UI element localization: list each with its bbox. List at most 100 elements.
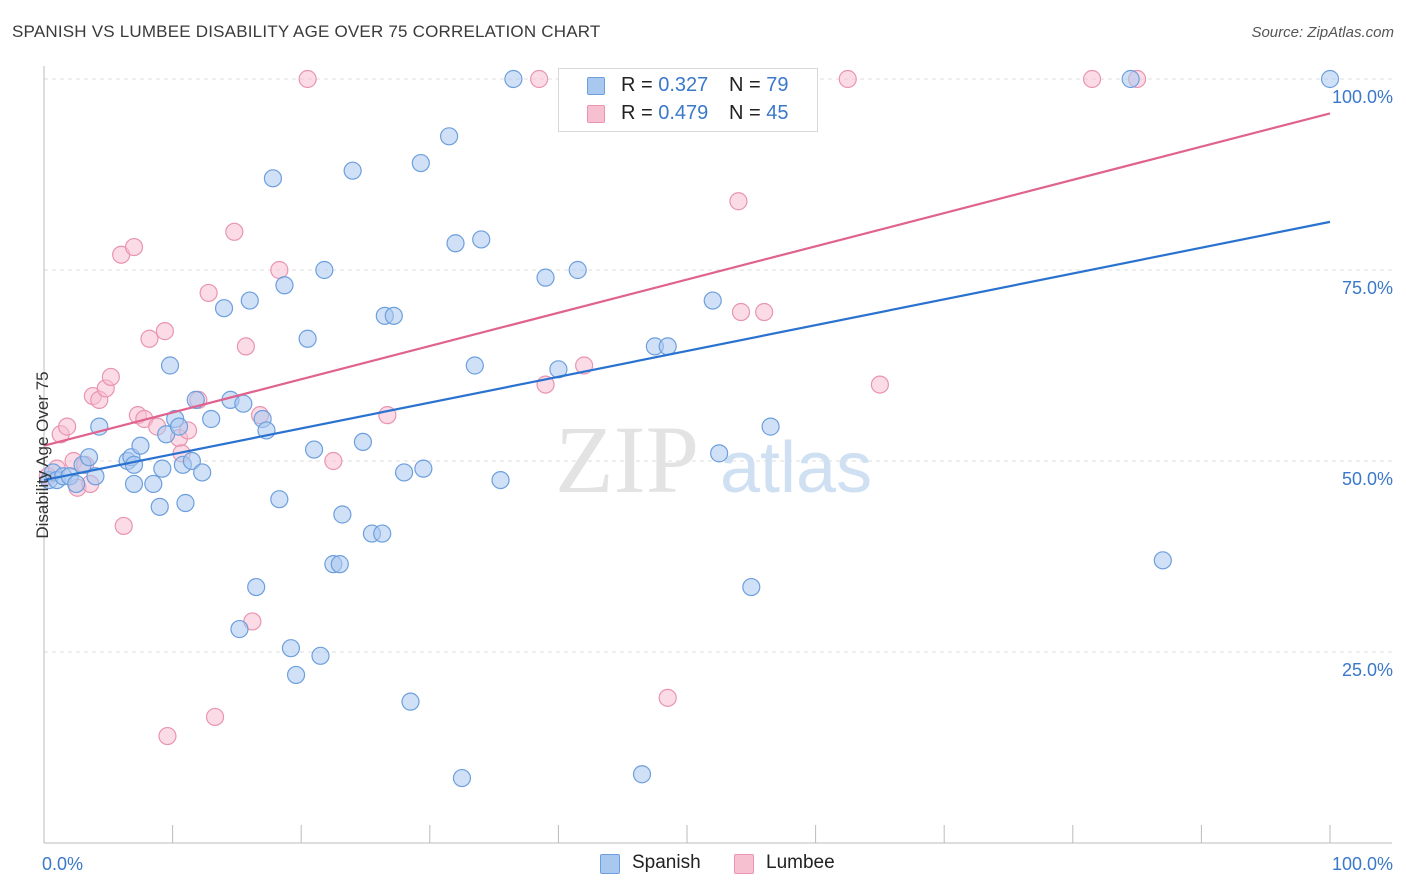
- spanish-point: [1320, 69, 1340, 89]
- lumbee-point: [225, 222, 244, 241]
- legend-swatch-lumbee: [587, 105, 605, 123]
- lumbee-point: [114, 516, 133, 536]
- spanish-point: [394, 463, 414, 482]
- lumbee-point: [658, 688, 677, 707]
- spanish-point: [411, 153, 430, 173]
- x-tick-label: 0.0%: [42, 854, 83, 874]
- spanish-point: [67, 474, 86, 494]
- y-axis-label: Disability Age Over 75: [33, 371, 52, 539]
- legend-row-lumbee: R = 0.479 N = 45: [559, 100, 817, 128]
- spanish-point: [186, 390, 205, 409]
- lumbee-point: [298, 69, 317, 89]
- watermark: ZIP atlas: [555, 406, 872, 513]
- spanish-point: [439, 127, 459, 146]
- legend-row-spanish: R = 0.327 N = 79: [559, 72, 817, 100]
- spanish-point: [384, 306, 403, 325]
- spanish-point: [658, 337, 677, 356]
- spanish-point: [270, 490, 289, 509]
- lumbee-point: [324, 451, 343, 471]
- spanish-point: [79, 448, 99, 467]
- lumbee-point: [731, 302, 751, 322]
- spanish-point: [632, 765, 652, 784]
- spanish-point: [330, 555, 349, 574]
- spanish-point: [86, 467, 105, 486]
- spanish-point: [568, 260, 587, 280]
- spanish-point: [353, 432, 373, 451]
- legend-r-lumbee: R = 0.479: [621, 102, 709, 124]
- spanish-point: [193, 463, 212, 482]
- bottom-legend-swatch-lumbee: [734, 854, 754, 874]
- bottom-legend-label-lumbee: Lumbee: [766, 852, 835, 873]
- spanish-point: [742, 577, 761, 597]
- spanish-point: [124, 474, 144, 494]
- spanish-point: [124, 455, 144, 474]
- trend-lines: [43, 112, 1331, 482]
- spanish-point: [281, 639, 301, 658]
- spanish-point: [315, 260, 334, 280]
- legend-n-spanish: N = 79: [729, 74, 789, 96]
- source-label: Source: ZipAtlas.com: [1251, 24, 1394, 41]
- lumbee-point: [124, 237, 144, 257]
- legend-r-spanish: R = 0.327: [621, 74, 709, 96]
- lumbee-point: [530, 69, 549, 89]
- spanish-point: [710, 444, 729, 463]
- spanish-point: [182, 451, 201, 471]
- spanish-point: [144, 474, 163, 494]
- spanish-trend-line: [43, 220, 1331, 482]
- spanish-point: [373, 524, 392, 543]
- spanish-point: [202, 409, 221, 429]
- x-tick-label: 100.0%: [1332, 854, 1393, 874]
- spanish-point: [286, 665, 306, 685]
- lumbee-point: [199, 283, 218, 303]
- spanish-point: [304, 440, 324, 459]
- lumbee-point: [838, 69, 857, 89]
- spanish-point: [761, 417, 780, 436]
- spanish-point: [160, 356, 180, 375]
- spanish-point: [169, 417, 189, 436]
- y-tick-label: 100.0%: [1332, 87, 1393, 107]
- lumbee-point: [58, 417, 77, 436]
- spanish-point: [247, 577, 266, 597]
- spanish-point: [703, 291, 722, 310]
- axes: [43, 66, 1392, 844]
- lumbee-point: [729, 192, 748, 211]
- spanish-point: [491, 471, 510, 490]
- spanish-point: [150, 497, 169, 516]
- spanish-point: [343, 161, 362, 180]
- lumbee-point: [1082, 69, 1102, 89]
- tick-labels: 25.0% 50.0% 75.0% 100.0% 0.0% 100.0%: [42, 87, 1393, 874]
- lumbee-point: [140, 329, 159, 348]
- spanish-point: [472, 230, 491, 249]
- spanish-point: [536, 268, 555, 287]
- spanish-point: [333, 505, 352, 524]
- lumbee-point: [870, 375, 890, 394]
- correlation-legend: R = 0.327 N = 79 R = 0.479 N = 45: [558, 68, 818, 132]
- spanish-point: [1121, 69, 1140, 89]
- lumbee-point: [236, 337, 256, 356]
- spanish-point: [1153, 551, 1172, 570]
- spanish-point: [504, 69, 523, 89]
- spanish-point: [153, 459, 172, 478]
- watermark-zip: ZIP: [555, 406, 699, 513]
- y-tick-label: 75.0%: [1342, 278, 1393, 298]
- lumbee-point: [205, 707, 225, 727]
- spanish-point: [234, 394, 253, 413]
- spanish-point: [176, 493, 195, 513]
- spanish-point: [311, 646, 330, 665]
- spanish-point: [414, 459, 433, 478]
- lumbee-point: [270, 260, 289, 280]
- legend-n-lumbee: N = 45: [729, 102, 789, 124]
- y-tick-label: 50.0%: [1342, 469, 1393, 489]
- chart-title: SPANISH VS LUMBEE DISABILITY AGE OVER 75…: [12, 22, 601, 41]
- spanish-point: [401, 692, 420, 711]
- lumbee-trend-line: [43, 112, 1331, 447]
- lumbee-point: [155, 322, 174, 341]
- spanish-point: [230, 619, 249, 639]
- spanish-point: [240, 291, 259, 310]
- grid-lines: [44, 78, 1394, 653]
- spanish-point: [275, 276, 294, 295]
- lumbee-point: [755, 302, 774, 322]
- bottom-legend-label-spanish: Spanish: [632, 852, 701, 873]
- spanish-point: [131, 436, 150, 455]
- y-tick-label: 25.0%: [1342, 660, 1393, 680]
